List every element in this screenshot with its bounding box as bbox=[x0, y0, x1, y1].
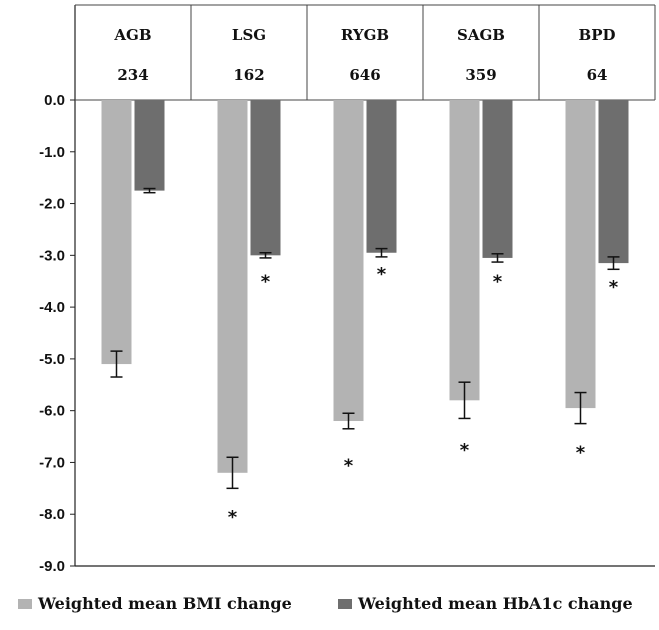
bar bbox=[565, 100, 596, 409]
y-tick-label: -6.0 bbox=[39, 403, 65, 420]
bar bbox=[482, 100, 513, 258]
category-count: 162 bbox=[233, 66, 264, 84]
bar bbox=[101, 100, 132, 365]
category-label: SAGB bbox=[457, 26, 505, 44]
category-label: BPD bbox=[579, 26, 616, 44]
plot-frame bbox=[74, 4, 656, 567]
y-tick-label: -4.0 bbox=[39, 299, 65, 316]
category-count: 234 bbox=[117, 66, 148, 84]
bar bbox=[598, 100, 629, 264]
y-tick-label: -5.0 bbox=[39, 351, 65, 368]
category-label: RYGB bbox=[341, 26, 389, 44]
bar bbox=[449, 100, 480, 401]
significance-marker: * bbox=[228, 507, 238, 528]
legend-swatch bbox=[18, 599, 32, 609]
category-count: 64 bbox=[587, 66, 608, 84]
bar bbox=[250, 100, 281, 256]
y-tick-label: -2.0 bbox=[39, 196, 65, 213]
y-tick-label: -8.0 bbox=[39, 506, 65, 523]
significance-marker: * bbox=[377, 264, 387, 285]
y-tick-label: 0.0 bbox=[44, 92, 65, 109]
category-count: 359 bbox=[465, 66, 496, 84]
category-count: 646 bbox=[349, 66, 380, 84]
y-tick-label: -1.0 bbox=[39, 144, 65, 161]
legend: Weighted mean BMI change Weighted mean Hb… bbox=[18, 594, 633, 613]
bar bbox=[333, 100, 364, 422]
bar bbox=[217, 100, 248, 473]
legend-label: Weighted mean BMI change bbox=[37, 594, 292, 613]
significance-marker: * bbox=[576, 443, 586, 464]
category-label: LSG bbox=[232, 26, 266, 44]
legend-swatch bbox=[338, 599, 352, 609]
category-label: AGB bbox=[113, 26, 151, 44]
y-tick-label: -3.0 bbox=[39, 247, 65, 264]
significance-marker: * bbox=[609, 277, 619, 298]
y-tick-label: -9.0 bbox=[39, 558, 65, 575]
significance-marker: * bbox=[493, 272, 503, 293]
significance-marker: * bbox=[261, 272, 271, 293]
bars: * * * * * * * * bbox=[101, 100, 629, 528]
y-axis: 0.0 -1.0 -2.0 -3.0 -4.0 -5.0 -6.0 -7.0 -8.0 -9.0 bbox=[39, 92, 75, 575]
bar bbox=[134, 100, 165, 191]
significance-marker: * bbox=[344, 455, 354, 476]
bar bbox=[366, 100, 397, 253]
significance-marker: * bbox=[460, 440, 470, 461]
y-tick-label: -7.0 bbox=[39, 454, 65, 471]
category-headers: AGB 234 LSG 162 RYGB 646 SAGB 359 BPD 64 bbox=[113, 26, 615, 84]
legend-label: Weighted mean HbA1c change bbox=[357, 594, 633, 613]
